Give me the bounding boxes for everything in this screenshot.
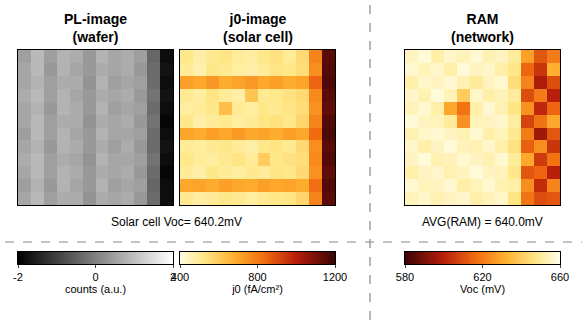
svg-text:2: 2 bbox=[170, 271, 176, 283]
svg-text:800: 800 bbox=[248, 271, 266, 283]
svg-text:Solar cell Voc= 640.2mV: Solar cell Voc= 640.2mV bbox=[111, 215, 242, 229]
svg-text:RAM(network): RAM(network) bbox=[451, 11, 514, 45]
svg-text:620: 620 bbox=[473, 271, 491, 283]
svg-text:0: 0 bbox=[92, 271, 98, 283]
svg-text:-2: -2 bbox=[13, 271, 23, 283]
svg-text:AVG(RAM) = 640.0mV: AVG(RAM) = 640.0mV bbox=[422, 215, 543, 229]
svg-text:660: 660 bbox=[551, 271, 569, 283]
svg-text:PL-image(wafer): PL-image(wafer) bbox=[64, 11, 127, 45]
svg-text:j0 (fA/cm²): j0 (fA/cm²) bbox=[231, 283, 283, 295]
svg-text:580: 580 bbox=[396, 271, 414, 283]
svg-text:Voc (mV): Voc (mV) bbox=[460, 283, 505, 295]
svg-text:400: 400 bbox=[171, 271, 189, 283]
svg-text:j0-image(solar cell): j0-image(solar cell) bbox=[223, 11, 293, 45]
svg-text:counts (a.u.): counts (a.u.) bbox=[65, 283, 126, 295]
svg-text:1200: 1200 bbox=[323, 271, 347, 283]
